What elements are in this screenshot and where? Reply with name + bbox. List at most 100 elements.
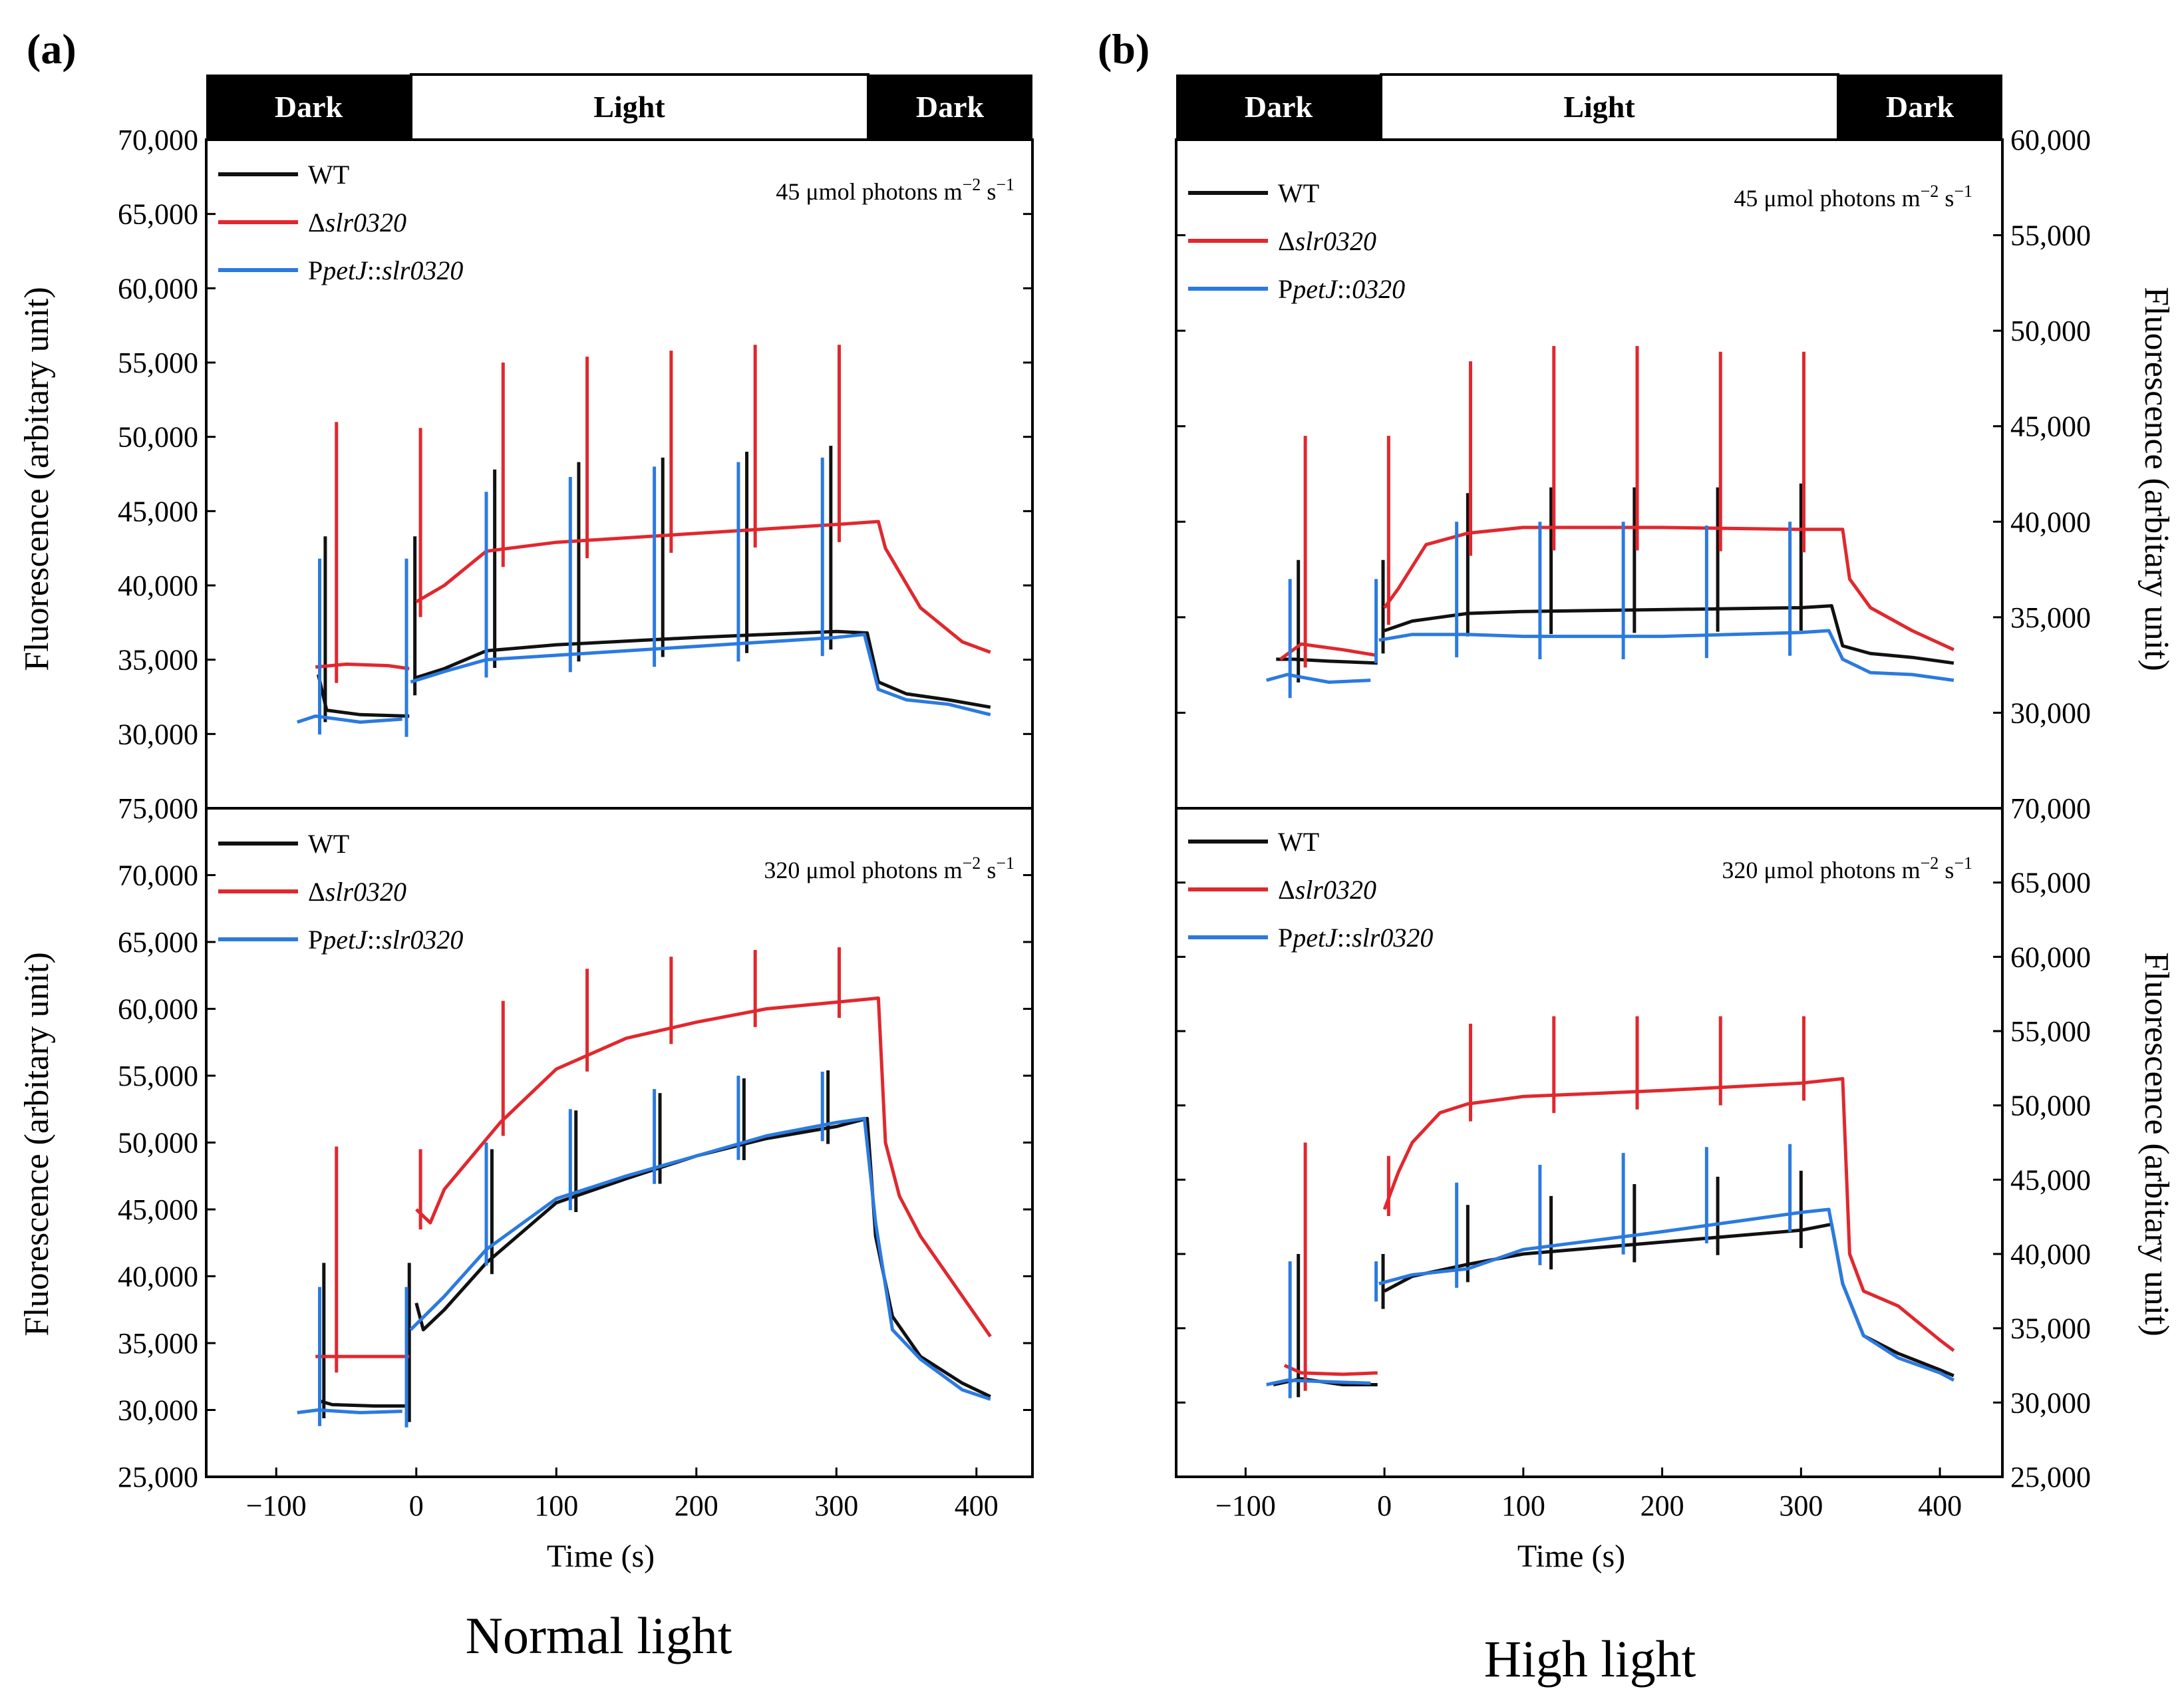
- band-dark-right-a: [868, 75, 1032, 140]
- y-tick-label: 40,000: [2010, 1238, 2091, 1271]
- y-tick-label: 45,000: [2010, 1163, 2091, 1196]
- band-dark-right-a-label: Dark: [916, 90, 985, 124]
- chart-a-bottom: 25,000 30,000 35,000 40,000 45,000 50,000 55,0…: [118, 792, 1032, 1522]
- y-tick-label: 65,000: [118, 198, 198, 231]
- band-dark-left-b: [1176, 75, 1381, 140]
- x-tick-label: 300: [814, 1489, 858, 1522]
- x-tick-label: 300: [1779, 1489, 1823, 1522]
- band-bar-a: Dark Light Dark: [206, 73, 1032, 141]
- y-tick-label: 50,000: [118, 1127, 198, 1160]
- y-tick-label: 50,000: [2010, 315, 2091, 347]
- series-line: [1382, 1077, 1955, 1352]
- x-axis-title-b: Time (s): [1517, 1539, 1625, 1574]
- series-line: [1383, 1222, 1954, 1378]
- series-line: [1378, 629, 1954, 683]
- y-tick-label: 55,000: [2010, 1015, 2091, 1048]
- y-tick-label: 35,000: [118, 1327, 198, 1360]
- series-line: [414, 1116, 991, 1398]
- chart-b-bottom: 25,000 30,000 35,000 40,000 45,000 50,000 55,0…: [1176, 792, 2091, 1522]
- legend-label: WT: [1278, 827, 1319, 857]
- series-line: [1279, 642, 1378, 661]
- y-tick-label: 30,000: [2010, 697, 2091, 729]
- x-axis-title-a: Time (s): [547, 1539, 655, 1574]
- series-line: [1283, 1364, 1378, 1376]
- y-tick-label: 35,000: [2010, 601, 2091, 634]
- series-line: [409, 1116, 991, 1401]
- series-line: [410, 633, 991, 716]
- band-light-a: [410, 73, 869, 141]
- legend-label: Δslr0320: [1278, 226, 1376, 256]
- caption-a: Normal light: [466, 1607, 732, 1664]
- series-line: [1383, 526, 1954, 651]
- series-line: [1378, 1207, 1955, 1382]
- band-light-a-label: Light: [593, 90, 665, 124]
- y-tick-label: 75,000: [118, 792, 198, 825]
- series-line: [297, 714, 402, 724]
- y-tick-label: 60,000: [2010, 941, 2091, 973]
- y-tick-label: 40,000: [2010, 506, 2091, 538]
- legend-label: PpetJ::slr0320: [1278, 923, 1433, 953]
- y-tick-label: 65,000: [2010, 867, 2091, 899]
- band-bar-b: Dark Light Dark: [1176, 73, 2002, 141]
- legend-label: Δslr0320: [308, 208, 406, 237]
- legend-label: PpetJ::slr0320: [308, 255, 463, 285]
- y-tick-label: 70,000: [2010, 792, 2091, 825]
- legend-label: WT: [308, 829, 349, 859]
- y-tick-label: 60,000: [118, 993, 198, 1026]
- y-tick-label: 55,000: [118, 1060, 198, 1092]
- y-tick-label: 30,000: [118, 1394, 198, 1427]
- y-tick-label: 70,000: [118, 859, 198, 892]
- y-tick-label: 60,000: [2010, 124, 2091, 156]
- band-dark-right-b: [1838, 75, 2002, 140]
- series-line: [415, 996, 992, 1338]
- legend-label: PpetJ::0320: [1278, 274, 1405, 304]
- x-tick-label: 200: [1640, 1489, 1684, 1522]
- series-line: [316, 674, 410, 718]
- legend-label: WT: [1278, 178, 1319, 208]
- x-tick-label: 100: [1501, 1489, 1545, 1522]
- y-tick-label: 50,000: [2010, 1090, 2091, 1122]
- chart-condition-title: 45 μmol photons m−2 s−1: [1734, 182, 1972, 212]
- y-tick-label: 70,000: [118, 124, 198, 156]
- chart-condition-title: 320 μmol photons m−2 s−1: [764, 853, 1014, 884]
- series-line: [1266, 1378, 1371, 1386]
- chart-condition-title: 320 μmol photons m−2 s−1: [1722, 853, 1972, 884]
- band-dark-left-a-label: Dark: [275, 90, 343, 124]
- series-line: [1276, 657, 1378, 665]
- y-tick-label: 55,000: [118, 347, 198, 379]
- y-axis-title-a-bottom: Fluorescence (arbitary unit): [18, 952, 56, 1336]
- y-axis-title-a-top: Fluorescence (arbitary unit): [18, 287, 56, 671]
- series-line: [1266, 673, 1371, 684]
- panel-b-label: (b): [1098, 25, 1150, 73]
- series-line: [315, 662, 410, 671]
- y-tick-label: 60,000: [118, 272, 198, 305]
- panel-a-label: (a): [27, 25, 77, 73]
- series-line: [297, 1408, 402, 1414]
- y-tick-label: 50,000: [118, 421, 198, 454]
- legend-label: Δslr0320: [308, 877, 406, 907]
- y-axis-title-b-bottom: Fluorescence (arbitary unit): [2137, 952, 2175, 1336]
- x-tick-label: 200: [675, 1489, 718, 1522]
- chart-a-top: 30,000 35,000 40,000 45,000 50,000 55,000 60,0…: [118, 124, 1032, 750]
- x-tick-label: 0: [1377, 1489, 1392, 1522]
- y-tick-label: 35,000: [2010, 1313, 2091, 1345]
- x-tick-label: 0: [409, 1489, 424, 1522]
- y-tick-label: 55,000: [2010, 220, 2091, 252]
- chart-b-top: 30,000 35,000 40,000 45,000 50,000 55,000 60,0…: [1176, 124, 2091, 729]
- y-axis-title-b-top: Fluorescence (arbitary unit): [2137, 287, 2175, 671]
- series-line: [415, 520, 991, 654]
- x-tick-label: −100: [1215, 1489, 1276, 1522]
- x-tick-label: −100: [246, 1489, 307, 1522]
- x-tick-label: 400: [1918, 1489, 1962, 1522]
- y-tick-label: 40,000: [118, 1261, 198, 1293]
- y-tick-label: 30,000: [118, 718, 198, 750]
- y-tick-label: 45,000: [2010, 410, 2091, 443]
- band-light-b-label: Light: [1563, 90, 1635, 124]
- y-tick-label: 65,000: [118, 926, 198, 959]
- series-line: [317, 1398, 405, 1408]
- legend-label: WT: [308, 160, 349, 190]
- y-tick-label: 40,000: [118, 569, 198, 602]
- chart-condition-title: 45 μmol photons m−2 s−1: [776, 175, 1014, 206]
- y-tick-label: 25,000: [118, 1461, 198, 1493]
- y-tick-label: 25,000: [2010, 1461, 2091, 1493]
